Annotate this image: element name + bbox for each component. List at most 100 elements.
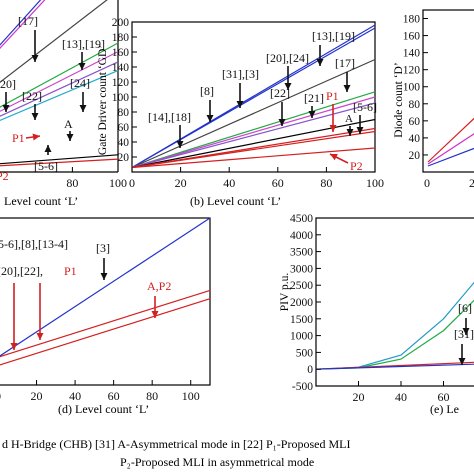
panel-c-ylabel: Diode count ‘D’ xyxy=(393,62,405,137)
panel-c-ytick: 140 xyxy=(403,48,421,60)
panel-b-arrow xyxy=(316,45,324,66)
panel-b-series-line xyxy=(131,27,376,169)
panel-a-xlabel: Level count ‘L’ xyxy=(4,194,78,208)
panel-e-series-line xyxy=(315,363,474,370)
panel-e-arrow xyxy=(458,344,466,365)
panel-a-series-line xyxy=(0,61,119,117)
panel-a-series-line xyxy=(0,158,119,167)
panel-b-series-line xyxy=(131,147,376,169)
panel-b-ytick: 40 xyxy=(118,137,130,149)
panel-d-annotation: P1 xyxy=(64,264,77,278)
panel-a-arrow xyxy=(31,104,39,120)
panel-b-xtick: 60 xyxy=(272,176,284,190)
panel-b-arrow xyxy=(278,102,286,126)
panel-e: -500 0 500 1000 1500 2000 2500 3000 3500 4000 4500… xyxy=(279,213,474,416)
panel-d-arrow xyxy=(10,283,18,350)
panel-b-annotation: P2 xyxy=(350,159,363,173)
panel-b-ytick: 100 xyxy=(112,92,130,104)
panel-b: 0 20 40 60 80 100 20 40 60 80 100 120 140 160 180 200 G… xyxy=(97,17,384,208)
panel-b-arrow xyxy=(343,72,351,92)
panel-b-arrow xyxy=(236,83,244,108)
panel-a-annotation: [22] xyxy=(22,89,42,103)
panel-b-annotation: [21] xyxy=(304,91,324,105)
panel-d-xtick: 60 xyxy=(108,389,120,403)
panel-c: 20 40 60 80 100 120 140 160 180 0 20 Diode count ‘… xyxy=(393,9,474,190)
panel-a-series-line xyxy=(0,154,119,165)
panel-e-ytick: 4000 xyxy=(290,230,313,242)
panel-e-xtick: 60 xyxy=(438,390,450,404)
panel-c-xtick: 20 xyxy=(469,176,474,190)
panel-b-annotation: P1 xyxy=(326,89,339,103)
panel-b-annotation: [17] xyxy=(335,56,355,70)
panel-a-arrow xyxy=(79,92,87,112)
panel-a-xtick: 80 xyxy=(66,176,78,190)
panel-d-xtick: 80 xyxy=(146,389,158,403)
panel-e-ytick: 2500 xyxy=(290,280,313,292)
panel-d-xtick: 40 xyxy=(69,389,81,403)
panel-a-annotation: A xyxy=(64,117,73,131)
panel-d-arrow xyxy=(36,283,44,340)
panel-b-arrow xyxy=(329,104,337,132)
panel-a-series-line xyxy=(0,0,46,50)
panel-a-xtick: 100 xyxy=(109,176,127,190)
panel-a-series-line xyxy=(0,69,119,122)
panel-b-ylabel: Gate Driver count ‘GD’ xyxy=(97,45,109,155)
panel-e-ytick: 1500 xyxy=(290,314,313,326)
panel-b-arrow xyxy=(346,126,354,136)
panel-d: 0 20 40 60 80 100 (d) Level count ‘L’ xyxy=(0,217,211,416)
panel-b-ytick: 60 xyxy=(118,122,130,134)
panel-b-xtick: 20 xyxy=(175,176,187,190)
panel-d-series-line xyxy=(0,298,211,366)
panel-b-xtick: 100 xyxy=(366,176,384,190)
panel-b-ytick: 80 xyxy=(118,107,130,119)
panel-b-annotation: [14],[18] xyxy=(148,110,191,124)
panel-d-annotation: [3] xyxy=(96,241,110,255)
panel-e-ytick: 2000 xyxy=(290,297,313,309)
panel-a-annotation: P1 xyxy=(12,131,25,145)
panel-b-series-line xyxy=(131,102,376,169)
panel-b-xtick: 40 xyxy=(223,176,235,190)
panel-d-annotation: ,[20],[22], xyxy=(0,264,43,278)
panel-b-xtick: 0 xyxy=(129,176,135,190)
panel-a-arrow xyxy=(25,133,41,141)
panel-a-series-line xyxy=(0,0,42,46)
panel-b-ytick: 20 xyxy=(118,152,130,164)
panel-a-arrow xyxy=(31,30,39,62)
panel-b-annotation: [13],[19] xyxy=(312,29,355,43)
panel-d-xtick: 20 xyxy=(31,389,43,403)
panel-a-arrow xyxy=(2,92,10,112)
panel-e-series-line xyxy=(315,281,474,370)
panel-e-ytick: 500 xyxy=(296,347,314,359)
panel-b-series-line xyxy=(131,96,376,169)
panel-e-ytick: 3500 xyxy=(290,247,313,259)
panel-b-arrow xyxy=(176,125,184,148)
panel-e-ytick: 0 xyxy=(307,364,313,376)
panel-b-arrow xyxy=(329,153,349,164)
panel-d-caption: (d) Level count ‘L’ xyxy=(58,402,149,416)
panel-b-arrow xyxy=(284,66,292,90)
panel-a-annotation: [5-6] xyxy=(34,159,58,173)
panel-b-series-line xyxy=(131,130,376,169)
panel-d-xtick: 0 xyxy=(0,389,1,403)
panel-b-xtick: 80 xyxy=(320,176,332,190)
panel-c-ytick: 180 xyxy=(403,14,421,26)
panel-e-ylabel: PIV p.u. xyxy=(279,273,291,312)
panel-c-series-line xyxy=(427,117,474,163)
panel-d-series-line xyxy=(0,217,211,357)
panel-a-arrow xyxy=(66,131,74,141)
panel-b-arrow xyxy=(308,106,316,118)
panel-b-annotation: [5-6] xyxy=(353,100,377,114)
panel-a-arrow xyxy=(44,145,52,155)
panel-c-xtick: 0 xyxy=(424,176,430,190)
panel-b-series-line xyxy=(131,58,376,169)
panel-e-ytick: 4500 xyxy=(290,213,313,225)
panel-c-ytick: 120 xyxy=(403,65,421,77)
panel-e-xtick: 20 xyxy=(353,390,365,404)
panel-b-series-line xyxy=(131,91,376,169)
panel-d-series-line xyxy=(0,289,211,358)
panel-a: 80 100 Level count ‘L’ xyxy=(0,0,127,208)
panel-e-ytick: -500 xyxy=(292,381,313,393)
panel-d-annotation: A,P2 xyxy=(147,279,171,293)
panel-c-ytick: 160 xyxy=(403,31,421,43)
